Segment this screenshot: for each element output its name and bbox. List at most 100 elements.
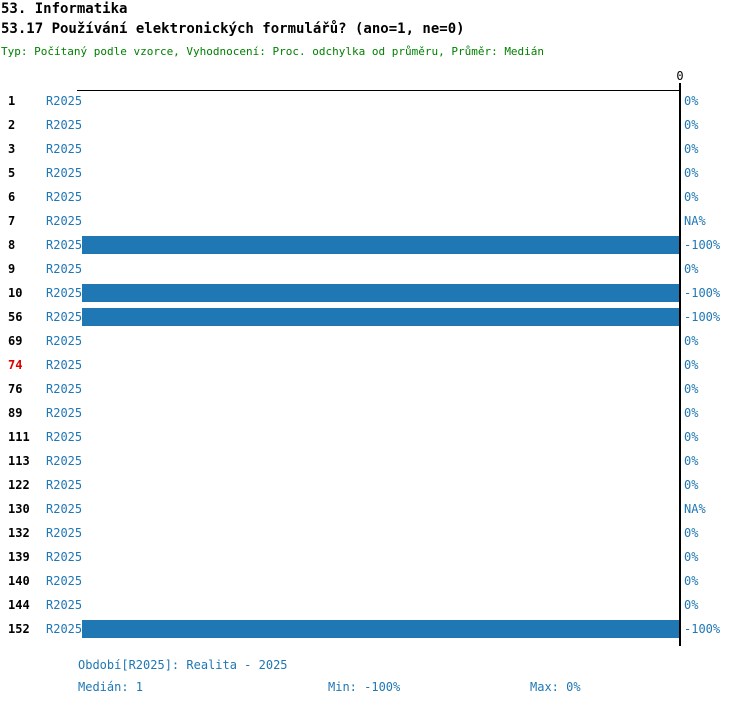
row-period-label: R2025 bbox=[46, 430, 83, 444]
row-period-label: R2025 bbox=[46, 142, 83, 156]
row-period-label: R2025 bbox=[46, 94, 83, 108]
row-value-label: 0% bbox=[684, 598, 699, 612]
row-value-label: 0% bbox=[684, 406, 699, 420]
row-value-label: 0% bbox=[684, 574, 699, 588]
chart-row: 5 R2025 0% bbox=[0, 161, 750, 185]
meta-line: Typ: Počítaný podle vzorce, Vyhodnocení:… bbox=[1, 45, 545, 58]
row-period-label: R2025 bbox=[46, 190, 83, 204]
row-id-label: 6 bbox=[8, 190, 16, 204]
row-value-label: 0% bbox=[684, 358, 699, 372]
row-period-label: R2025 bbox=[46, 478, 83, 492]
chart-row: 1 R2025 0% bbox=[0, 89, 750, 113]
row-value-label: 0% bbox=[684, 478, 699, 492]
row-value-label: 0% bbox=[684, 430, 699, 444]
row-period-label: R2025 bbox=[46, 166, 83, 180]
row-id-label: 56 bbox=[8, 310, 23, 324]
chart-row: 122 R2025 0% bbox=[0, 473, 750, 497]
chart-row: 111 R2025 0% bbox=[0, 425, 750, 449]
row-period-label: R2025 bbox=[46, 334, 83, 348]
row-period-label: R2025 bbox=[46, 454, 83, 468]
row-period-label: R2025 bbox=[46, 358, 83, 372]
row-value-label: NA% bbox=[684, 214, 706, 228]
row-period-label: R2025 bbox=[46, 502, 83, 516]
chart-row: 89 R2025 0% bbox=[0, 401, 750, 425]
row-id-label: 7 bbox=[8, 214, 16, 228]
row-id-label: 113 bbox=[8, 454, 30, 468]
row-id-label: 152 bbox=[8, 622, 30, 636]
row-period-label: R2025 bbox=[46, 406, 83, 420]
chart-row: 69 R2025 0% bbox=[0, 329, 750, 353]
min-stat: Min: -100% bbox=[328, 680, 401, 694]
axis-zero-line bbox=[679, 83, 681, 646]
row-value-label: 0% bbox=[684, 382, 699, 396]
row-id-label: 132 bbox=[8, 526, 30, 540]
row-period-label: R2025 bbox=[46, 622, 83, 636]
row-id-label: 144 bbox=[8, 598, 30, 612]
chart-row: 74 R2025 0% bbox=[0, 353, 750, 377]
row-value-label: 0% bbox=[684, 190, 699, 204]
row-id-label: 2 bbox=[8, 118, 16, 132]
chart-row: 56 R2025 -100% bbox=[0, 305, 750, 329]
chart-row: 7 R2025 NA% bbox=[0, 209, 750, 233]
max-stat: Max: 0% bbox=[530, 680, 581, 694]
chart-row: 2 R2025 0% bbox=[0, 113, 750, 137]
row-id-label: 76 bbox=[8, 382, 23, 396]
period-legend: Období[R2025]: Realita - 2025 bbox=[78, 658, 288, 672]
chart-row: 144 R2025 0% bbox=[0, 593, 750, 617]
row-value-label: 0% bbox=[684, 262, 699, 276]
median-stat: Medián: 1 bbox=[78, 680, 144, 694]
row-id-label: 3 bbox=[8, 142, 16, 156]
chart-row: 9 R2025 0% bbox=[0, 257, 750, 281]
row-id-label: 122 bbox=[8, 478, 30, 492]
row-period-label: R2025 bbox=[46, 526, 83, 540]
row-id-label: 1 bbox=[8, 94, 16, 108]
row-period-label: R2025 bbox=[46, 310, 83, 324]
row-period-label: R2025 bbox=[46, 286, 83, 300]
row-value-label: 0% bbox=[684, 550, 699, 564]
row-id-label: 9 bbox=[8, 262, 16, 276]
axis-top-line bbox=[77, 90, 680, 91]
row-value-label: -100% bbox=[684, 310, 721, 324]
chart-row: 132 R2025 0% bbox=[0, 521, 750, 545]
chart-row: 6 R2025 0% bbox=[0, 185, 750, 209]
row-id-label: 5 bbox=[8, 166, 16, 180]
row-id-label: 10 bbox=[8, 286, 23, 300]
value-bar bbox=[82, 308, 679, 326]
row-value-label: 0% bbox=[684, 166, 699, 180]
row-id-label: 130 bbox=[8, 502, 30, 516]
section-title: 53. Informatika bbox=[1, 1, 128, 17]
row-period-label: R2025 bbox=[46, 118, 83, 132]
value-bar bbox=[82, 620, 679, 638]
row-value-label: -100% bbox=[684, 286, 721, 300]
row-value-label: 0% bbox=[684, 142, 699, 156]
value-bar bbox=[82, 236, 679, 254]
row-period-label: R2025 bbox=[46, 214, 83, 228]
row-period-label: R2025 bbox=[46, 262, 83, 276]
chart-row: 130 R2025 NA% bbox=[0, 497, 750, 521]
row-period-label: R2025 bbox=[46, 238, 83, 252]
axis-zero-tick-label: 0 bbox=[676, 69, 684, 83]
value-bar bbox=[82, 284, 679, 302]
row-value-label: -100% bbox=[684, 238, 721, 252]
row-period-label: R2025 bbox=[46, 382, 83, 396]
row-id-label: 74 bbox=[8, 358, 23, 372]
row-value-label: 0% bbox=[684, 454, 699, 468]
chart-row: 139 R2025 0% bbox=[0, 545, 750, 569]
row-period-label: R2025 bbox=[46, 598, 83, 612]
page-title: 53.17 Používání elektronických formulářů… bbox=[1, 21, 465, 37]
row-value-label: 0% bbox=[684, 526, 699, 540]
row-period-label: R2025 bbox=[46, 550, 83, 564]
chart-row: 3 R2025 0% bbox=[0, 137, 750, 161]
row-value-label: NA% bbox=[684, 502, 706, 516]
row-value-label: -100% bbox=[684, 622, 721, 636]
row-id-label: 89 bbox=[8, 406, 23, 420]
chart-row: 10 R2025 -100% bbox=[0, 281, 750, 305]
chart-row: 152 R2025 -100% bbox=[0, 617, 750, 641]
chart-row: 140 R2025 0% bbox=[0, 569, 750, 593]
row-id-label: 69 bbox=[8, 334, 23, 348]
row-id-label: 139 bbox=[8, 550, 30, 564]
row-value-label: 0% bbox=[684, 118, 699, 132]
row-id-label: 140 bbox=[8, 574, 30, 588]
chart-row: 8 R2025 -100% bbox=[0, 233, 750, 257]
